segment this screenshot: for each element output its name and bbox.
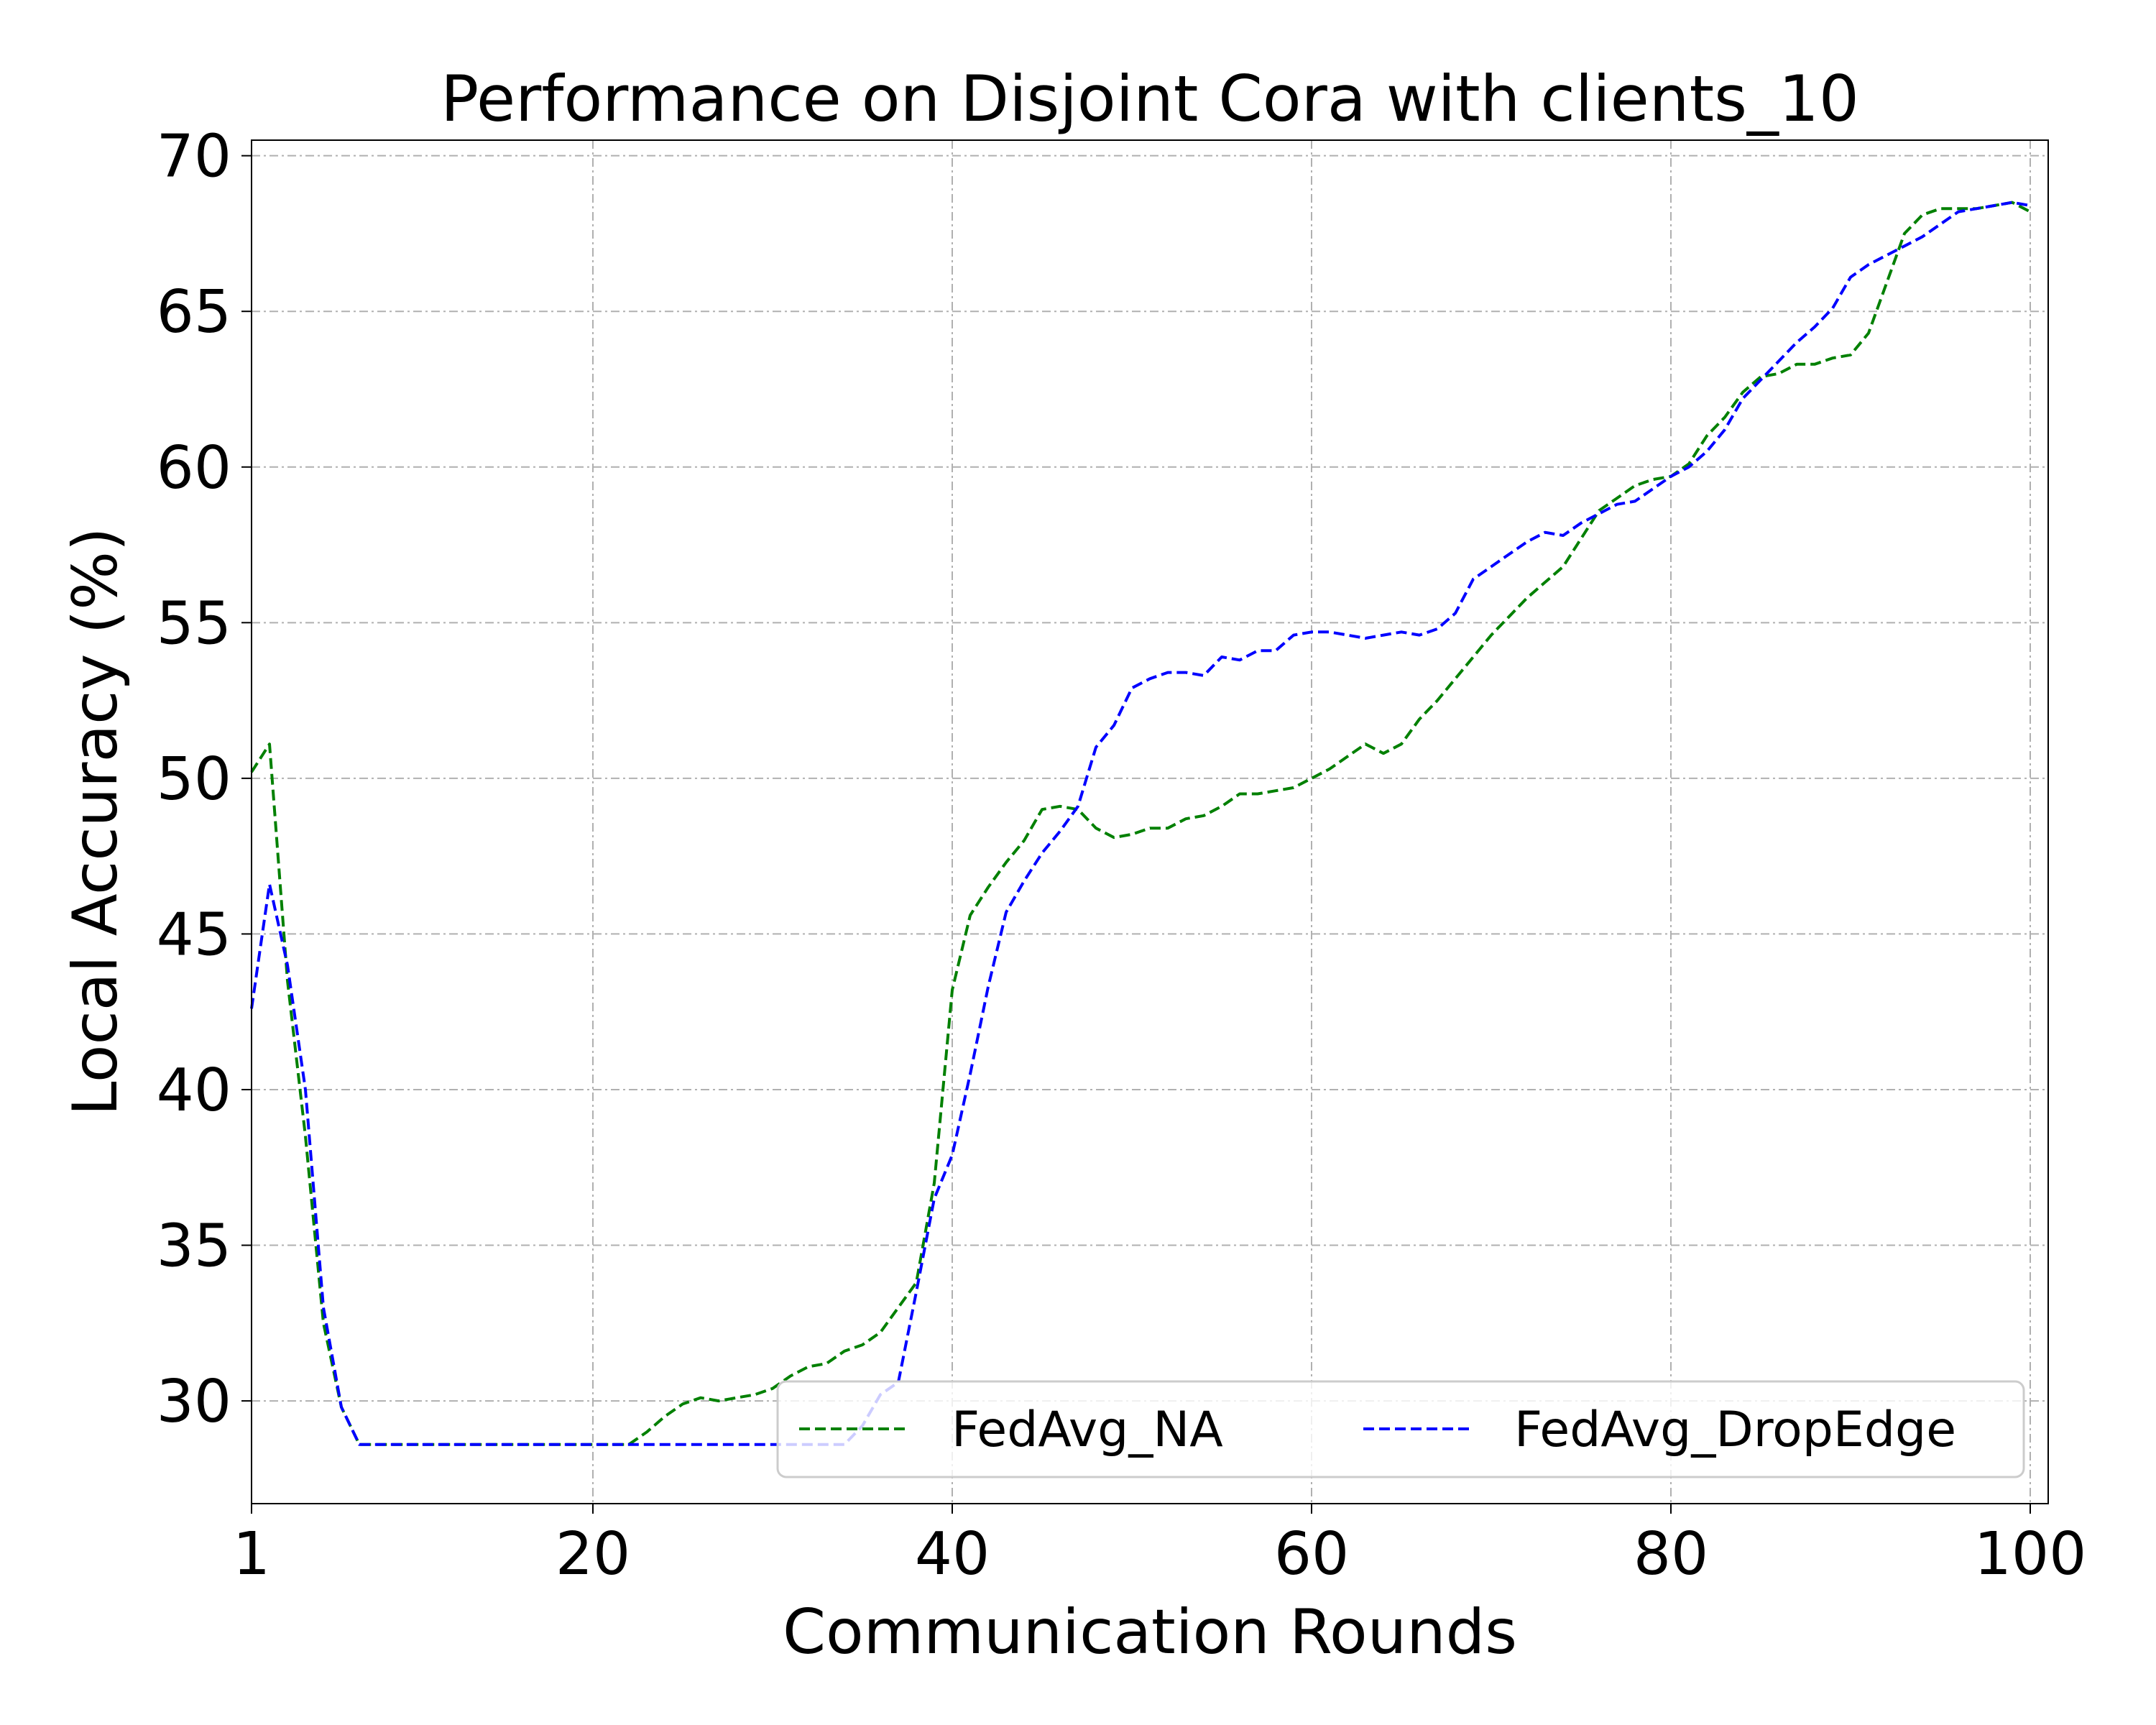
y-tick-label: 50 — [157, 745, 231, 814]
series-line-fedavg-dropedge — [250, 201, 2031, 1446]
series-lines — [250, 201, 2031, 1446]
y-tick-label: 55 — [157, 589, 231, 658]
legend-label-fedavg-na: FedAvg_NA — [952, 1402, 1223, 1458]
legend-label-fedavg-dropedge: FedAvg_DropEdge — [1514, 1402, 1956, 1458]
x-tick-label: 80 — [1634, 1520, 1708, 1588]
y-tick-label: 45 — [157, 901, 231, 969]
x-tick-label: 40 — [915, 1520, 990, 1588]
x-tick-label: 20 — [556, 1520, 630, 1588]
chart-title: Performance on Disjoint Cora with client… — [441, 62, 1859, 136]
y-tick-label: 70 — [157, 123, 231, 191]
x-tick-label: 1 — [233, 1520, 270, 1588]
y-tick-label: 35 — [157, 1213, 231, 1281]
y-tick-label: 30 — [157, 1368, 231, 1436]
y-axis-ticks: 30 35 40 45 50 55 60 65 70 — [157, 123, 252, 1436]
y-axis-label: Local Accuracy (%) — [60, 527, 132, 1116]
y-tick-label: 40 — [157, 1057, 231, 1125]
series-line-fedavg-na — [250, 201, 2031, 1446]
y-tick-label: 65 — [157, 278, 231, 346]
x-axis-ticks: 1 20 40 60 80 100 — [233, 1504, 2086, 1588]
y-tick-label: 60 — [157, 434, 231, 502]
x-axis-label: Communication Rounds — [783, 1596, 1517, 1668]
x-tick-label: 100 — [1974, 1520, 2087, 1588]
plot-frame — [251, 139, 2049, 1504]
x-tick-label: 60 — [1274, 1520, 1349, 1588]
legend: FedAvg_NA FedAvg_DropEdge — [776, 1380, 2025, 1478]
